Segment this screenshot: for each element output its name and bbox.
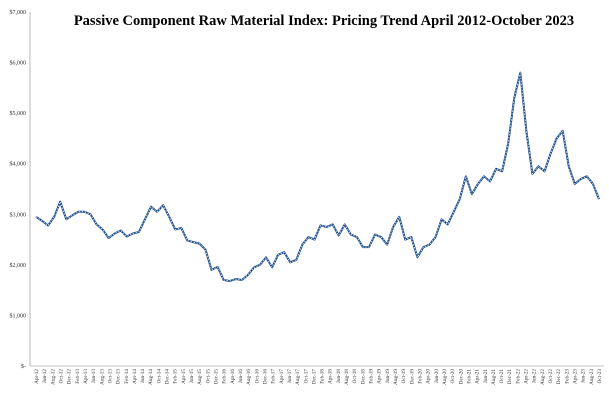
x-tick-label: Feb-16: [222, 369, 228, 384]
x-tick-label: Aug-18: [344, 369, 350, 385]
x-tick-label: Aug-13: [99, 369, 105, 385]
x-tick-label: Jun-16: [238, 369, 244, 384]
x-tick-label: Jun-14: [140, 369, 146, 384]
x-tick-label: Feb-13: [75, 369, 81, 384]
x-tick-label: Jun-12: [42, 369, 48, 384]
x-tick-label: Aug-14: [148, 369, 154, 385]
x-tick-label: Jun-20: [434, 369, 440, 384]
x-tick-label: Apr-20: [426, 369, 432, 384]
y-tick-label: $6,000: [10, 60, 27, 67]
x-tick-label: Feb-18: [320, 369, 326, 384]
x-tick-label: Apr-22: [524, 369, 530, 384]
y-tick-label: $5,000: [10, 110, 27, 117]
x-tick-label: Dec-17: [311, 369, 317, 385]
x-tick-label: Dec-20: [458, 369, 464, 385]
x-tick-label: Oct-18: [352, 369, 358, 384]
chart-title: Passive Component Raw Material Index: Pr…: [74, 13, 574, 29]
x-tick-label: Jun-23: [581, 369, 587, 384]
x-tick-label: Aug-21: [491, 369, 497, 385]
x-tick-label: Oct-21: [499, 369, 505, 384]
x-tick-label: Dec-19: [409, 369, 415, 385]
x-tick-label: Feb-17: [271, 369, 277, 384]
x-tick-label: Dec-21: [507, 369, 513, 385]
x-tick-label: Aug-12: [50, 369, 56, 385]
x-tick-labels: Apr-12 Jun-12 Aug-12 Oct-12 Dec-12 Feb-13 Apr-…: [34, 369, 603, 385]
x-tick-label: Apr-18: [328, 369, 334, 384]
x-tick-label: Jun-22: [532, 369, 538, 384]
x-tick-label: Feb-20: [417, 369, 423, 384]
x-tick-label: Apr-21: [475, 369, 481, 384]
x-tick-label: Oct-12: [58, 369, 64, 384]
x-tick-label: Aug-20: [442, 369, 448, 385]
x-tick-label: Dec-15: [214, 369, 220, 385]
x-tick-label: Jun-18: [336, 369, 342, 384]
x-tick-label: Jun-17: [287, 369, 293, 384]
x-tick-label: Apr-23: [573, 369, 579, 384]
x-tick-label: Aug-19: [393, 369, 399, 385]
y-tick-label: $-: [21, 363, 26, 370]
x-tick-label: Dec-18: [360, 369, 366, 385]
x-tick-label: Oct-14: [156, 369, 162, 384]
series-line-highlight-0: [35, 72, 600, 282]
x-tick-label: Oct-13: [107, 369, 113, 384]
y-tick-label: $1,000: [10, 312, 27, 319]
x-tick-label: Apr-17: [279, 369, 285, 384]
x-tick-label: Oct-23: [597, 369, 603, 384]
x-tick-label: Apr-14: [132, 369, 138, 384]
x-tick-label: Feb-21: [466, 369, 472, 384]
x-tick-label: Oct-16: [254, 369, 260, 384]
x-tick-label: Oct-22: [548, 369, 554, 384]
x-tick-label: Dec-12: [67, 369, 73, 385]
x-tick-label: Oct-17: [303, 369, 309, 384]
x-tick-label: Feb-23: [564, 369, 570, 384]
series-line-0: [35, 71, 600, 283]
x-tick-label: Apr-13: [83, 369, 89, 384]
y-tick-labels: $- $1,000 $2,000 $3,000 $4,000 $5,000 $6,000 $7…: [10, 9, 27, 370]
x-tick-label: Feb-15: [173, 369, 179, 384]
x-tick-label: Feb-19: [369, 369, 375, 384]
x-tick-label: Jun-15: [189, 369, 195, 384]
x-tick-label: Feb-14: [124, 369, 130, 384]
x-tick-label: Oct-15: [205, 369, 211, 384]
x-tick-label: Jun-13: [91, 369, 97, 384]
series-layer: [35, 71, 600, 283]
x-tick-label: Dec-13: [116, 369, 122, 385]
x-tick-label: Dec-14: [165, 369, 171, 385]
x-tick-label: Oct-19: [401, 369, 407, 384]
x-tick-label: Feb-22: [515, 369, 521, 384]
y-tick-label: $3,000: [10, 211, 27, 218]
y-tick-label: $2,000: [10, 262, 27, 269]
x-tick-label: Aug-23: [589, 369, 595, 385]
x-tick-label: Aug-15: [197, 369, 203, 385]
y-tick-label: $7,000: [10, 9, 27, 16]
x-tick-label: Aug-22: [540, 369, 546, 385]
x-tick-label: Apr-19: [377, 369, 383, 384]
x-tick-label: Apr-16: [230, 369, 236, 384]
x-tick-label: Jun-21: [483, 369, 489, 384]
x-tick-label: Aug-17: [295, 369, 301, 385]
y-tick-label: $4,000: [10, 161, 27, 168]
x-tick-label: Dec-22: [556, 369, 562, 385]
x-tick-label: Apr-12: [34, 369, 40, 384]
x-tick-label: Jun-19: [385, 369, 391, 384]
x-tick-label: Apr-15: [181, 369, 187, 384]
x-tick-label: Dec-16: [262, 369, 268, 385]
x-tick-label: Oct-20: [450, 369, 456, 384]
x-tick-label: Aug-16: [246, 369, 252, 385]
